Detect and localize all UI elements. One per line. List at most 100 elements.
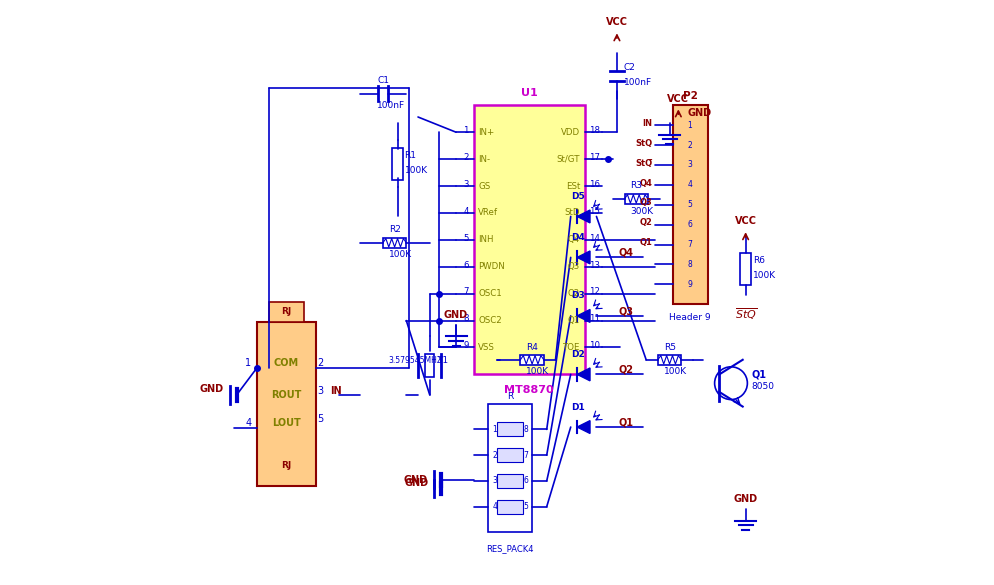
Text: 3: 3 xyxy=(492,476,497,486)
Text: D1: D1 xyxy=(571,402,584,411)
Text: U1: U1 xyxy=(521,88,538,98)
Text: Q3: Q3 xyxy=(639,198,652,208)
Text: 17: 17 xyxy=(589,153,600,162)
Bar xyxy=(497,474,523,488)
Text: 11: 11 xyxy=(589,314,600,324)
Bar xyxy=(521,355,544,365)
Text: 13: 13 xyxy=(589,260,600,270)
Text: VSS: VSS xyxy=(478,343,495,352)
Text: MT8870: MT8870 xyxy=(504,385,554,395)
Text: 3: 3 xyxy=(463,180,469,189)
Text: ROUT: ROUT xyxy=(271,390,301,401)
Text: 1: 1 xyxy=(463,126,469,135)
Text: 1: 1 xyxy=(246,358,251,368)
Text: PWDN: PWDN xyxy=(478,262,505,271)
Bar xyxy=(257,322,316,486)
Text: 2: 2 xyxy=(463,153,469,162)
Bar xyxy=(488,404,532,532)
Text: 7: 7 xyxy=(463,287,469,297)
Text: D3: D3 xyxy=(571,291,584,300)
Text: R1: R1 xyxy=(405,151,416,160)
Text: VDD: VDD xyxy=(561,128,580,137)
Text: GND: GND xyxy=(687,108,712,118)
Text: OSC1: OSC1 xyxy=(478,289,502,298)
Text: 100K: 100K xyxy=(664,367,687,376)
Text: 10: 10 xyxy=(589,341,600,350)
Text: 16: 16 xyxy=(589,180,600,189)
Text: Header 9: Header 9 xyxy=(669,313,711,322)
Bar xyxy=(497,422,523,436)
Bar xyxy=(268,302,304,322)
Text: TOE: TOE xyxy=(563,343,580,352)
Text: 1: 1 xyxy=(688,121,693,130)
Text: 2: 2 xyxy=(492,450,497,460)
Text: 3: 3 xyxy=(688,160,693,170)
Text: 4: 4 xyxy=(463,207,469,216)
Text: 3: 3 xyxy=(317,386,323,395)
Text: IN: IN xyxy=(642,119,652,128)
Polygon shape xyxy=(578,309,590,322)
Text: 8: 8 xyxy=(688,260,693,269)
Bar xyxy=(497,500,523,514)
Text: R3: R3 xyxy=(630,181,642,190)
Polygon shape xyxy=(578,368,590,381)
Text: RJ: RJ xyxy=(281,462,291,470)
Text: D5: D5 xyxy=(571,192,584,201)
Text: C1: C1 xyxy=(377,76,389,85)
Bar xyxy=(497,448,523,462)
Text: Q3: Q3 xyxy=(618,306,634,316)
Text: GND: GND xyxy=(404,474,427,485)
Text: Q4: Q4 xyxy=(618,247,634,257)
Text: 100nF: 100nF xyxy=(624,78,652,87)
Text: OSC2: OSC2 xyxy=(478,316,502,325)
Text: 2: 2 xyxy=(688,140,693,150)
Text: 100K: 100K xyxy=(752,271,775,280)
Polygon shape xyxy=(578,251,590,264)
Text: INH: INH xyxy=(478,235,494,245)
Text: $\overline{StQ}$: $\overline{StQ}$ xyxy=(735,306,756,322)
Text: IN+: IN+ xyxy=(478,128,495,137)
Text: COM: COM xyxy=(273,357,299,368)
Text: StQ: StQ xyxy=(635,139,652,148)
Text: StD: StD xyxy=(565,208,580,218)
Text: 14: 14 xyxy=(589,233,600,243)
Text: Q4: Q4 xyxy=(568,235,580,245)
Bar xyxy=(425,354,434,377)
Text: R: R xyxy=(507,392,513,401)
Text: 6: 6 xyxy=(523,476,528,486)
Text: 8: 8 xyxy=(463,314,469,324)
Text: IN-: IN- xyxy=(478,154,490,164)
Text: 2: 2 xyxy=(317,358,324,368)
Text: 4: 4 xyxy=(492,502,497,511)
Text: GS: GS xyxy=(478,181,490,191)
Text: Q1: Q1 xyxy=(618,417,634,427)
Polygon shape xyxy=(578,421,590,433)
Text: GND: GND xyxy=(405,477,428,487)
Text: 9: 9 xyxy=(463,341,469,350)
Text: 3.579545MHZ: 3.579545MHZ xyxy=(389,356,443,364)
Text: 9: 9 xyxy=(688,280,693,289)
Text: VCC: VCC xyxy=(667,94,690,104)
Text: VCC: VCC xyxy=(606,18,628,27)
Text: 6: 6 xyxy=(688,220,693,229)
Text: Q2: Q2 xyxy=(639,218,652,228)
Text: 4: 4 xyxy=(246,418,251,428)
Text: RJ: RJ xyxy=(281,308,291,316)
Bar xyxy=(741,253,750,285)
Text: 100K: 100K xyxy=(405,166,427,174)
Text: Q1: Q1 xyxy=(568,316,580,325)
Text: StQ̅: StQ̅ xyxy=(635,159,652,168)
Text: IN: IN xyxy=(330,386,342,395)
Text: Q1: Q1 xyxy=(751,369,766,379)
Text: ESt: ESt xyxy=(566,181,580,191)
Text: 100K: 100K xyxy=(389,250,412,259)
Text: Q1: Q1 xyxy=(639,238,652,247)
Text: 300K: 300K xyxy=(630,207,653,215)
Text: 5: 5 xyxy=(463,233,469,243)
Text: 7: 7 xyxy=(523,450,528,460)
Bar xyxy=(673,105,708,304)
Text: 5: 5 xyxy=(523,502,528,511)
Text: D4: D4 xyxy=(571,233,584,242)
Bar xyxy=(624,194,648,204)
Text: 6: 6 xyxy=(463,260,469,270)
